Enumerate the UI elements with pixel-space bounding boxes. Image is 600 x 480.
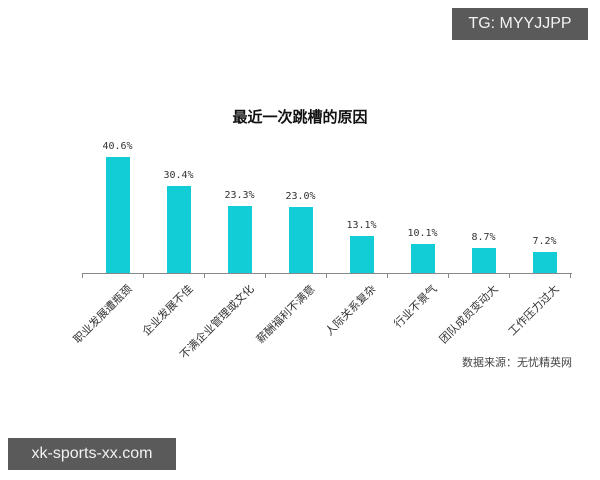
bar — [410, 244, 435, 273]
x-axis-tick — [265, 273, 266, 278]
bar-value-label: 10.1% — [407, 228, 438, 240]
category-label: 薪酬福利不满意 — [253, 282, 318, 347]
bar — [349, 235, 374, 273]
plot-area: 40.6% 职业发展遭瓶颈 30.4% 企业发展不佳 23.3% 不满企业管理或文化 23.… — [70, 140, 572, 362]
x-axis — [82, 273, 572, 274]
category-label: 团队成员变动大 — [436, 282, 501, 347]
x-axis-tick — [143, 273, 144, 278]
x-axis-tick — [204, 273, 205, 278]
bar — [105, 157, 130, 273]
x-axis-tick — [82, 273, 83, 278]
x-axis-tick — [326, 273, 327, 278]
watermark-bottom-left: xk-sports-xx.com — [8, 438, 176, 470]
bar-value-label: 40.6% — [102, 141, 133, 152]
bar-value-label: 7.2% — [532, 236, 557, 248]
bar-value-label: 23.0% — [285, 191, 316, 203]
watermark-top-right: TG: MYYJJPP — [452, 8, 588, 40]
bar-value-label: 8.7% — [471, 232, 496, 244]
bar — [166, 186, 191, 273]
x-axis-tick — [448, 273, 449, 278]
bar — [471, 248, 496, 273]
data-source: 数据来源：无忧精英网 — [462, 356, 572, 369]
category-label: 行业不景气 — [391, 282, 440, 331]
bar — [288, 207, 313, 273]
bar-value-label: 13.1% — [346, 219, 377, 231]
x-axis-tick — [570, 273, 571, 278]
x-axis-tick — [509, 273, 510, 278]
category-label: 职业发展遭瓶颈 — [70, 282, 135, 347]
bar-value-label: 30.4% — [163, 170, 194, 182]
bar-value-label: 23.3% — [224, 190, 255, 202]
category-label: 企业发展不佳 — [139, 282, 196, 339]
category-label: 工作压力过大 — [505, 282, 562, 339]
category-label: 人际关系复杂 — [322, 282, 379, 339]
bar — [532, 252, 557, 273]
chart-title: 最近一次跳槽的原因 — [232, 108, 368, 126]
x-axis-tick — [387, 273, 388, 278]
bar — [227, 206, 252, 273]
